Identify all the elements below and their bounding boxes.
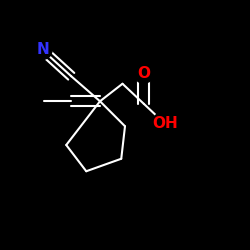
Text: N: N: [36, 42, 49, 58]
Text: O: O: [137, 66, 150, 81]
Circle shape: [33, 40, 52, 60]
Circle shape: [152, 111, 178, 136]
Text: OH: OH: [152, 116, 178, 131]
Circle shape: [134, 64, 153, 83]
